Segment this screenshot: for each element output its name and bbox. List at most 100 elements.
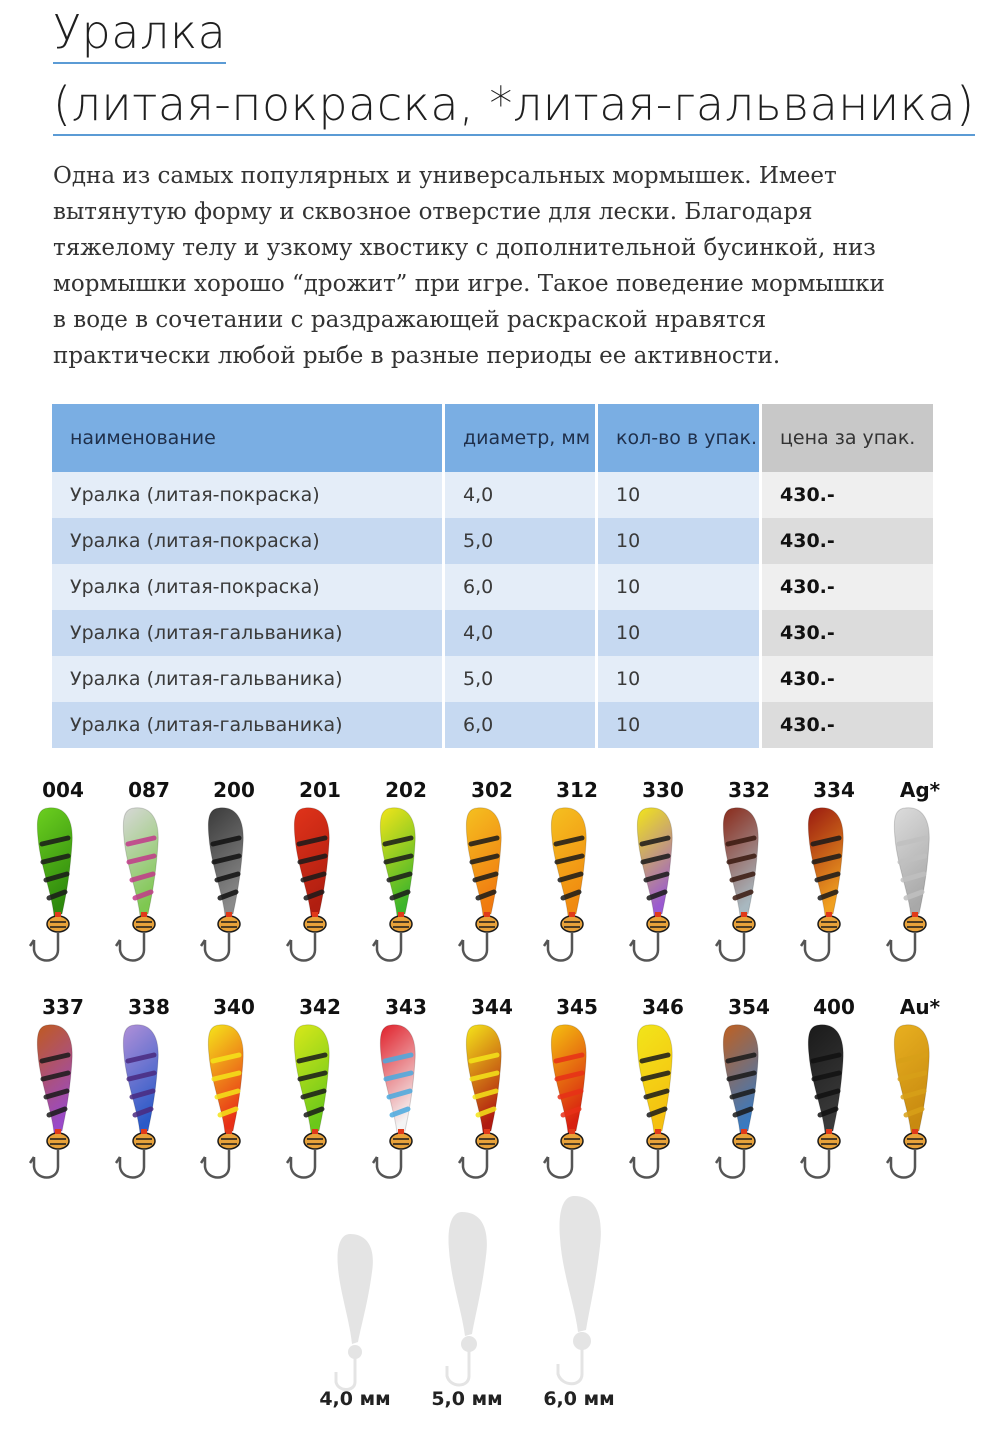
color-code: 343	[385, 995, 427, 1019]
size-item: 6,0 мм	[524, 1190, 634, 1410]
cell-quantity: 10	[598, 472, 759, 518]
size-item: 4,0 мм	[300, 1190, 410, 1410]
description-line: вытянутую форму и сквозное отверстие для…	[53, 199, 813, 225]
cell-name: Уралка (литая-гальваника)	[52, 656, 442, 702]
color-row-2: 337 338 340 342 343 344 345 346 354 400 Au*	[20, 995, 980, 1195]
lure-icon	[714, 1024, 759, 1179]
color-code: 337	[42, 995, 84, 1019]
cell-name: Уралка (литая-покраска)	[52, 518, 442, 564]
color-code: Ag*	[899, 778, 941, 802]
lure-icon	[799, 1024, 844, 1179]
cell-price: 430.-	[762, 610, 933, 656]
lure-icon	[199, 1024, 244, 1179]
cell-quantity: 10	[598, 656, 759, 702]
lure-icon	[28, 1024, 73, 1179]
color-item: 338	[106, 995, 192, 1195]
color-code: 338	[128, 995, 170, 1019]
cell-diameter: 6,0	[445, 564, 595, 610]
lure-icon	[285, 807, 330, 962]
lure-icon	[457, 807, 502, 962]
table-row: Уралка (литая-гальваника) 6,0 10 430.-	[52, 702, 933, 748]
color-code: 400	[813, 995, 855, 1019]
color-item: 354	[706, 995, 792, 1195]
header-quantity: кол-во в упак.	[598, 404, 759, 472]
color-item: 302	[449, 778, 535, 978]
cell-quantity: 10	[598, 702, 759, 748]
header-name: наименование	[52, 404, 442, 472]
color-code: 354	[728, 995, 770, 1019]
color-code: 332	[728, 778, 770, 802]
size-chart: 4,0 мм 5,0 мм 6,0 мм	[300, 1190, 640, 1410]
color-item: 330	[620, 778, 706, 978]
lure-icon	[285, 1024, 330, 1179]
color-code: 334	[813, 778, 855, 802]
color-item: 343	[363, 995, 449, 1195]
cell-quantity: 10	[598, 610, 759, 656]
cell-name: Уралка (литая-покраска)	[52, 472, 442, 518]
color-code: 340	[213, 995, 255, 1019]
color-item: Au*	[877, 995, 963, 1195]
lure-icon	[371, 1024, 416, 1179]
lure-icon	[457, 1024, 502, 1179]
size-label: 6,0 мм	[543, 1388, 615, 1410]
table-row: Уралка (литая-покраска) 4,0 10 430.-	[52, 472, 933, 518]
cell-price: 430.-	[762, 656, 933, 702]
price-table: наименование диаметр, мм кол-во в упак. …	[49, 404, 936, 748]
lure-icon	[542, 1024, 587, 1179]
lure-icon	[799, 807, 844, 962]
color-item: 337	[20, 995, 106, 1195]
cell-price: 430.-	[762, 702, 933, 748]
cell-name: Уралка (литая-гальваника)	[52, 610, 442, 656]
table-row: Уралка (литая-покраска) 5,0 10 430.-	[52, 518, 933, 564]
lure-icon	[28, 807, 73, 962]
color-item: 340	[191, 995, 277, 1195]
color-item: 202	[363, 778, 449, 978]
cell-name: Уралка (литая-покраска)	[52, 564, 442, 610]
size-silhouette-icon	[556, 1196, 601, 1386]
size-item: 5,0 мм	[412, 1190, 522, 1410]
color-item: 342	[277, 995, 363, 1195]
description-line: в воде в сочетании с раздражающей раскра…	[53, 307, 767, 333]
lure-icon	[199, 807, 244, 962]
cell-price: 430.-	[762, 564, 933, 610]
header-price: цена за упак.	[762, 404, 933, 472]
description-line: тяжелому телу и узкому хвостику с дополн…	[53, 235, 876, 261]
color-code: 087	[128, 778, 170, 802]
table-row: Уралка (литая-гальваника) 5,0 10 430.-	[52, 656, 933, 702]
color-code: 200	[213, 778, 255, 802]
color-code: 342	[299, 995, 341, 1019]
color-code: 202	[385, 778, 427, 802]
table-header-row: наименование диаметр, мм кол-во в упак. …	[52, 404, 933, 472]
header-diameter: диаметр, мм	[445, 404, 595, 472]
color-item: 312	[534, 778, 620, 978]
color-code: 302	[471, 778, 513, 802]
color-item: 334	[791, 778, 877, 978]
cell-diameter: 6,0	[445, 702, 595, 748]
cell-diameter: 5,0	[445, 656, 595, 702]
cell-diameter: 4,0	[445, 472, 595, 518]
description-line: Одна из самых популярных и универсальных…	[53, 163, 837, 189]
lure-icon	[714, 807, 759, 962]
cell-quantity: 10	[598, 564, 759, 610]
lure-icon	[885, 1024, 930, 1179]
cell-price: 430.-	[762, 518, 933, 564]
title-line-1: Уралка	[53, 4, 227, 64]
cell-name: Уралка (литая-гальваника)	[52, 702, 442, 748]
lure-icon	[114, 1024, 159, 1179]
color-item: 345	[534, 995, 620, 1195]
color-item: 201	[277, 778, 363, 978]
color-item: 332	[706, 778, 792, 978]
cell-diameter: 5,0	[445, 518, 595, 564]
color-code: 201	[299, 778, 341, 802]
table-row: Уралка (литая-гальваника) 4,0 10 430.-	[52, 610, 933, 656]
lure-icon	[114, 807, 159, 962]
table-row: Уралка (литая-покраска) 6,0 10 430.-	[52, 564, 933, 610]
lure-icon	[628, 807, 673, 962]
color-item: 344	[449, 995, 535, 1195]
cell-price: 430.-	[762, 472, 933, 518]
size-silhouette-icon	[445, 1212, 487, 1387]
lure-icon	[885, 807, 930, 962]
color-code: 004	[42, 778, 84, 802]
size-label: 5,0 мм	[431, 1388, 503, 1410]
cell-quantity: 10	[598, 518, 759, 564]
